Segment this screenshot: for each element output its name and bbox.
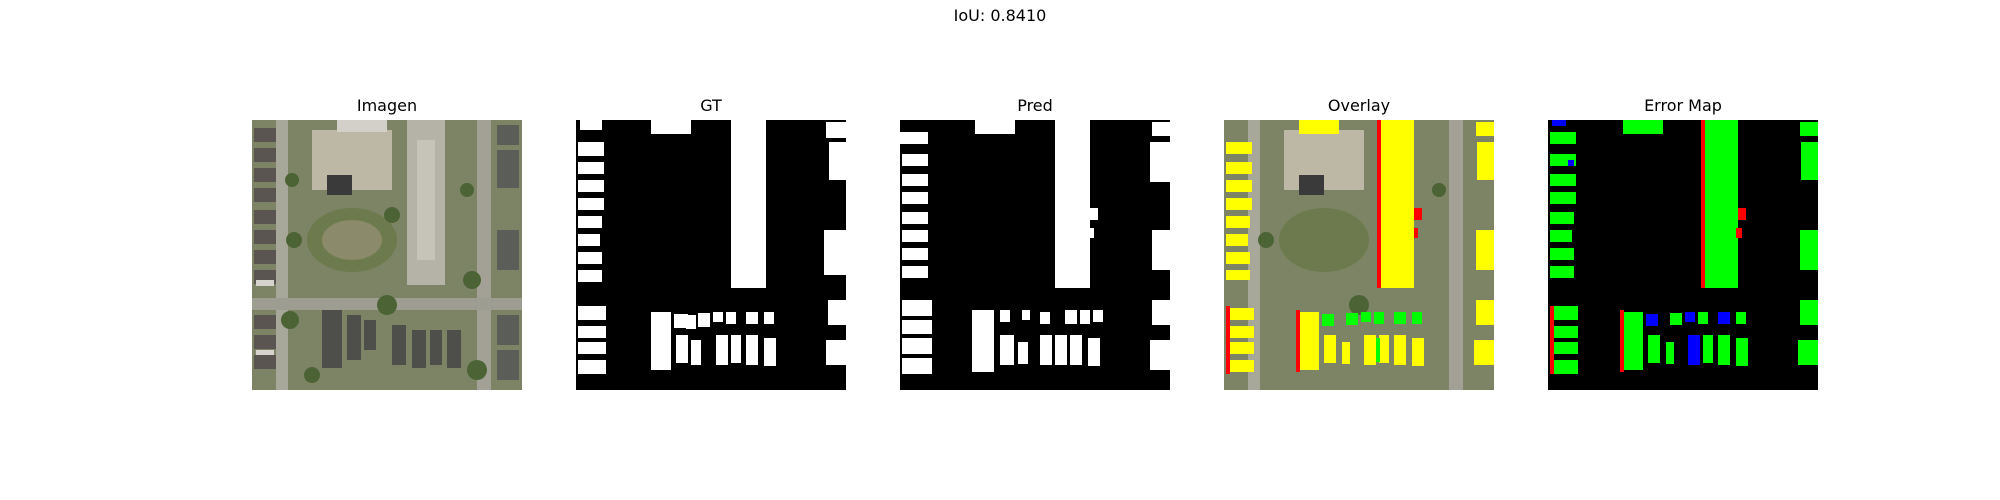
aerial-image [252, 120, 522, 390]
panel-title-overlay: Overlay [1327, 96, 1391, 115]
gt-mask [576, 120, 846, 390]
panel-title-error-map: Error Map [1644, 96, 1722, 115]
figure-suptitle: IoU: 0.8410 [953, 6, 1047, 25]
overlay [1224, 120, 1494, 390]
aerial-image-panel [252, 120, 522, 390]
error-map [1548, 120, 1818, 390]
panel-title-imagen: Imagen [356, 96, 418, 115]
gt-mask-panel [576, 120, 846, 390]
pred-mask [900, 120, 1170, 390]
pred-mask-panel [900, 120, 1170, 390]
error-map-panel [1548, 120, 1818, 390]
panel-title-gt: GT [700, 96, 722, 115]
panel-title-pred: Pred [1017, 96, 1053, 115]
overlay-panel [1224, 120, 1494, 390]
